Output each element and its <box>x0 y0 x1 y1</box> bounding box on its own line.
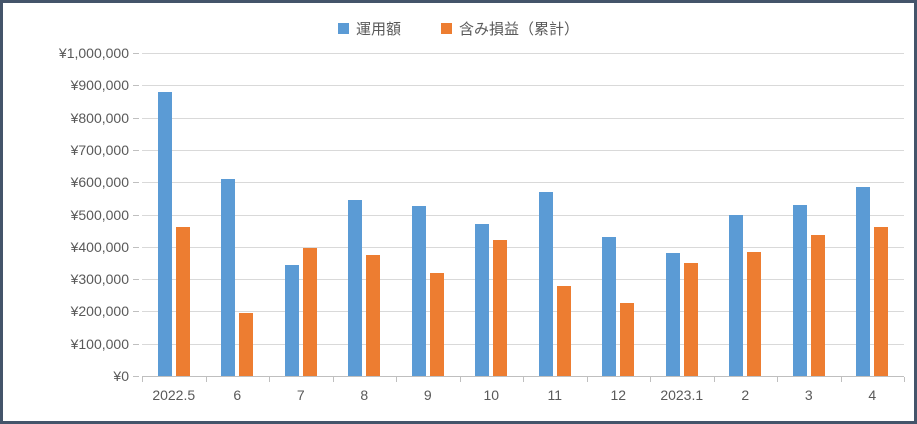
gridline <box>142 117 904 119</box>
x-axis-line <box>142 376 904 377</box>
y-axis-tick-label: ¥1,000,000 <box>58 45 129 61</box>
bar-運用額-4 <box>856 187 871 376</box>
x-axis-tick <box>523 377 524 382</box>
gridline <box>142 182 904 184</box>
bar-運用額-10 <box>475 224 490 376</box>
bar-含み損益（累計）-7 <box>302 248 317 376</box>
plot-area: ¥0 ¥100,000 ¥200,000 ¥300,000 ¥400,000 ¥500,0… <box>3 3 914 421</box>
bar-運用額-9 <box>411 206 426 376</box>
x-axis-category-label: 6 <box>233 387 242 403</box>
bar-運用額-6 <box>221 178 236 376</box>
gridline <box>142 149 904 151</box>
bar-運用額-2023.1 <box>665 253 680 376</box>
x-axis-category-label: 7 <box>296 387 305 403</box>
y-axis-tick <box>133 182 139 184</box>
x-axis-category-label: 4 <box>868 387 877 403</box>
x-axis-tick <box>713 377 715 382</box>
bar-含み損益（累計）-3 <box>810 235 825 376</box>
bar-含み損益（累計）-11 <box>556 285 571 376</box>
bar-含み損益（累計）-10 <box>493 240 508 376</box>
y-axis-tick-label: ¥100,000 <box>70 335 129 352</box>
gridline <box>142 214 904 216</box>
gridline <box>142 311 904 313</box>
bar-運用額-3 <box>792 204 807 376</box>
y-axis-tick <box>133 311 139 313</box>
x-axis-tick <box>269 377 270 382</box>
y-axis-tick <box>133 376 139 377</box>
gridline <box>142 85 904 87</box>
bar-運用額-8 <box>348 199 363 376</box>
bar-含み損益（累計）-2022.5 <box>175 227 190 376</box>
y-axis-tick <box>133 53 139 54</box>
y-axis-tick <box>133 343 139 345</box>
bar-含み損益（累計）-8 <box>366 254 381 376</box>
x-axis-category-label: 2 <box>741 387 750 403</box>
y-axis-tick-label: ¥700,000 <box>70 141 129 158</box>
x-axis-tick <box>586 377 588 382</box>
x-axis-tick <box>396 377 397 382</box>
x-axis-category-label: 3 <box>804 387 813 403</box>
x-axis-category-label: 12 <box>610 387 627 403</box>
y-axis-tick-label: ¥500,000 <box>70 206 129 223</box>
bar-含み損益（累計）-2023.1 <box>683 262 698 376</box>
y-axis-tick <box>133 214 139 216</box>
gridline <box>142 279 904 281</box>
x-axis-tick <box>459 377 461 382</box>
legend-label-series-2: 含み損益（累計） <box>459 21 580 38</box>
x-axis-category-label: 8 <box>360 387 369 403</box>
y-axis-tick-label: ¥400,000 <box>70 238 129 255</box>
legend-item-series-1: 運用額 <box>337 18 401 39</box>
x-axis-tick <box>205 377 207 382</box>
bar-含み損益（累計）-9 <box>429 272 444 376</box>
y-axis-tick <box>133 149 139 151</box>
bar-含み損益（累計）-12 <box>620 303 635 376</box>
y-axis-tick-label: ¥300,000 <box>70 271 129 288</box>
chart-legend: 運用額 含み損益（累計） <box>3 18 914 39</box>
y-axis-tick <box>133 246 139 248</box>
legend-swatch-blue-icon <box>337 23 349 34</box>
x-axis-category-label: 2023.1 <box>660 387 704 403</box>
bar-運用額-7 <box>284 264 299 376</box>
bar-運用額-2022.5 <box>157 91 172 376</box>
x-axis-tick <box>142 377 143 382</box>
y-axis-tick-label: ¥0 <box>113 368 129 384</box>
y-axis-tick <box>133 117 139 119</box>
gridline <box>142 246 904 248</box>
y-axis-tick <box>133 279 139 281</box>
x-axis-category-label: 2022.5 <box>152 387 196 403</box>
x-axis-category-label: 11 <box>547 387 563 403</box>
x-axis-tick <box>840 377 842 382</box>
legend-label-series-1: 運用額 <box>355 21 401 38</box>
gridline <box>142 53 904 54</box>
legend-item-series-2: 含み損益（累計） <box>441 18 579 39</box>
x-axis-category-label: 10 <box>483 387 500 403</box>
legend-swatch-orange-icon <box>441 23 452 34</box>
y-axis-tick-label: ¥200,000 <box>70 303 129 320</box>
bar-含み損益（累計）-2 <box>747 251 762 376</box>
bar-運用額-11 <box>538 191 553 376</box>
gridline <box>142 343 904 345</box>
y-axis-tick-label: ¥600,000 <box>70 174 129 191</box>
x-axis-tick <box>904 377 905 382</box>
bar-含み損益（累計）-6 <box>239 313 254 376</box>
x-axis-tick <box>650 377 651 382</box>
y-axis-tick <box>133 85 139 87</box>
x-axis-tick <box>777 377 778 382</box>
x-axis-category-label: 9 <box>423 387 432 403</box>
x-axis-tick <box>332 377 334 382</box>
y-axis-tick-label: ¥900,000 <box>70 77 129 94</box>
bar-運用額-2 <box>729 214 744 376</box>
y-axis-tick-label: ¥800,000 <box>70 109 129 126</box>
bar-含み損益（累計）-4 <box>874 227 889 376</box>
bar-運用額-12 <box>602 237 617 376</box>
